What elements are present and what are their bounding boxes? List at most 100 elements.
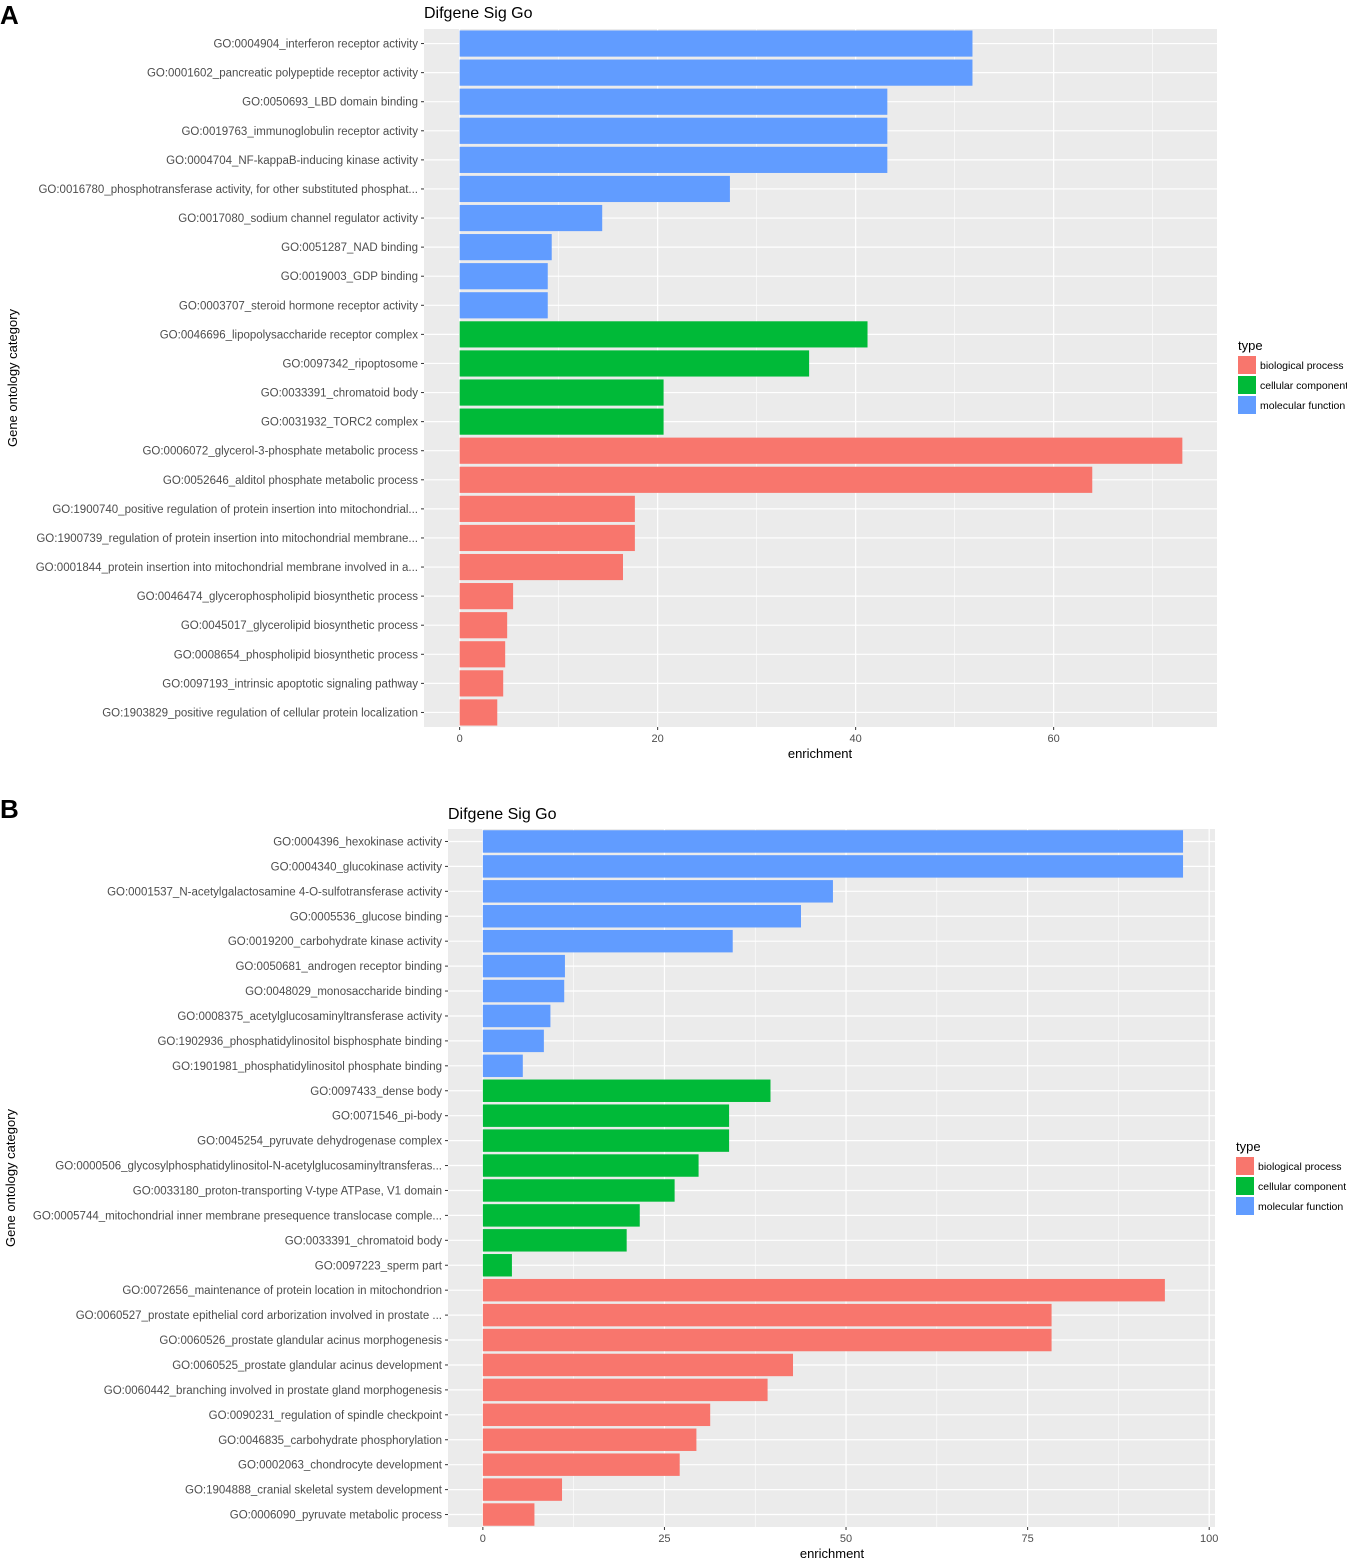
category-label-a: GO:0046474_glycerophospholipid biosynthe…: [137, 591, 419, 603]
y-axis-title-b: Gene ontology category: [3, 1108, 18, 1247]
bar-b-go-0071546: [482, 1104, 730, 1127]
bar-a-go-1903829: [459, 699, 498, 726]
bar-a-go-0033391: [459, 379, 664, 406]
legend-label-molecular-function-a: molecular function: [1260, 400, 1345, 412]
bar-a-go-0004704: [459, 146, 888, 173]
legend-swatch-molecular-function-a: [1238, 396, 1256, 414]
x-ticks-a: 0 20 40 60: [457, 727, 1060, 745]
category-label-a: GO:0016780_phosphotransferase activity, …: [38, 184, 418, 196]
legend-label-biological-process-b: biological process: [1258, 1161, 1341, 1173]
bar-b-go-0004396: [482, 830, 1184, 853]
bar-a-go-0008654: [459, 641, 506, 668]
category-label-b: GO:0090231_regulation of spindle checkpo…: [209, 1410, 443, 1422]
panel-letter-b: B: [0, 794, 19, 824]
category-label-b: GO:0005744_mitochondrial inner membrane …: [33, 1210, 442, 1222]
bars-b: [482, 830, 1184, 1526]
bar-b-go-0019200: [482, 929, 733, 953]
x-tick-label-b-0: 0: [480, 1533, 486, 1545]
category-label-b: GO:0060525_prostate glandular acinus dev…: [172, 1360, 443, 1372]
category-label-b: GO:0004340_glucokinase activity: [271, 861, 443, 873]
category-label-a: GO:0031932_TORC2 complex: [261, 417, 418, 429]
bar-a-go-0046474: [459, 583, 514, 610]
bar-a-go-0001844: [459, 553, 623, 581]
category-label-a: GO:0003707_steroid hormone receptor acti…: [179, 300, 418, 312]
legend-label-biological-process-a: biological process: [1260, 360, 1343, 372]
legend-label-molecular-function-b: molecular function: [1258, 1201, 1343, 1213]
bars-a: [459, 30, 1183, 726]
category-label-b: GO:0072656_maintenance of protein locati…: [122, 1285, 442, 1297]
category-label-b: GO:1902936_phosphatidylinositol bisphosp…: [157, 1036, 442, 1048]
category-label-b: GO:0008375_acetylglucosaminyltransferase…: [177, 1011, 442, 1023]
bar-a-go-0004904: [459, 30, 973, 57]
bar-a-go-0019003: [459, 263, 548, 290]
bar-a-go-0052646: [459, 466, 1093, 493]
category-label-a: GO:0050693_LBD domain binding: [242, 97, 418, 109]
bar-b-go-0060525: [482, 1353, 794, 1377]
category-label-a: GO:0052646_alditol phosphate metabolic p…: [163, 475, 418, 487]
category-label-b: GO:0048029_monosaccharide binding: [245, 986, 442, 998]
legend-title-b: type: [1236, 1139, 1261, 1154]
category-label-b: GO:0004396_hexokinase activity: [273, 836, 442, 848]
legend-label-cellular-component-b: cellular component: [1258, 1181, 1346, 1193]
panel-letter-a: A: [0, 0, 19, 30]
bar-a-go-0031932: [459, 408, 664, 435]
category-label-a: GO:0097193_intrinsic apoptotic signaling…: [162, 678, 418, 690]
bar-b-go-0060442: [482, 1378, 768, 1402]
bar-b-go-1902936: [482, 1029, 544, 1053]
bar-b-go-0072656: [482, 1278, 1165, 1302]
category-label-a: GO:1900739_regulation of protein inserti…: [36, 533, 418, 545]
bar-b-go-0060527: [482, 1303, 1052, 1327]
x-axis-title-b: enrichment: [800, 1546, 865, 1560]
bar-b-go-0090231: [482, 1403, 711, 1427]
category-label-a: GO:0004704_NF-kappaB-inducing kinase act…: [166, 155, 418, 167]
x-axis-title-a: enrichment: [788, 746, 853, 761]
bar-b-go-0033391: [482, 1229, 627, 1252]
bar-a-go-0017080: [459, 204, 603, 232]
bar-a-go-0050693: [459, 88, 888, 115]
plot-panel-a: [424, 29, 1217, 727]
bar-b-go-0045254: [482, 1129, 730, 1152]
bar-b-go-0004340: [482, 855, 1184, 878]
legend-a: type biological process cellular compone…: [1238, 338, 1347, 414]
category-label-b: GO:0045254_pyruvate dehydrogenase comple…: [197, 1136, 442, 1148]
bar-b-go-0097223: [482, 1254, 512, 1277]
category-label-a: GO:0017080_sodium channel regulator acti…: [178, 213, 418, 225]
category-label-b: GO:0060442_branching involved in prostat…: [104, 1385, 442, 1397]
category-label-a: GO:0097342_ripoptosome: [282, 358, 418, 370]
category-label-a: GO:0006072_glycerol-3-phosphate metaboli…: [142, 446, 418, 458]
x-ticks-b: 0 25 50 75 100: [480, 1527, 1218, 1545]
bar-b-go-0001537: [482, 880, 833, 903]
bar-a-go-0003707: [459, 292, 548, 319]
category-label-b: GO:0046835_carbohydrate phosphorylation: [218, 1435, 442, 1447]
chart-title-b: Difgene Sig Go: [448, 806, 557, 823]
category-label-b: GO:0002063_chondrocyte development: [238, 1460, 443, 1472]
legend-title-a: type: [1238, 338, 1263, 353]
legend-swatch-cellular-component-a: [1238, 376, 1256, 394]
x-tick-label-a-0: 0: [457, 733, 463, 745]
bar-a-go-0097193: [459, 670, 504, 697]
bar-b-go-0060526: [482, 1328, 1052, 1352]
category-label-b: GO:0071546_pi-body: [332, 1111, 442, 1123]
x-tick-label-b-50: 50: [840, 1533, 852, 1545]
panel-b: B Difgene Sig Go GO:0004396_hexokinase a…: [0, 794, 1346, 1560]
legend-swatch-molecular-function-b: [1236, 1197, 1254, 1215]
category-label-b: GO:0005536_glucose binding: [290, 911, 442, 923]
category-label-a: GO:0019763_immunoglobulin receptor activ…: [181, 126, 418, 138]
category-label-a: GO:0001602_pancreatic polypeptide recept…: [147, 68, 418, 80]
x-tick-label-b-75: 75: [1021, 1533, 1033, 1545]
category-label-b: GO:1904888_cranial skeletal system devel…: [185, 1485, 443, 1497]
category-label-a: GO:0008654_phospholipid biosynthetic pro…: [174, 649, 418, 661]
bar-b-go-0000506: [482, 1154, 699, 1177]
legend-label-cellular-component-a: cellular component: [1260, 380, 1347, 392]
category-label-a: GO:1903829_positive regulation of cellul…: [102, 707, 418, 719]
bar-a-go-0051287: [459, 234, 552, 261]
bar-a-go-0001602: [459, 59, 973, 86]
bar-b-go-0005536: [482, 905, 801, 928]
category-label-b: GO:0060527_prostate epithelial cord arbo…: [76, 1310, 442, 1322]
category-label-a: GO:0033391_chromatoid body: [261, 388, 419, 400]
category-labels-a: GO:0004904_interferon receptor activity G…: [36, 39, 424, 719]
category-label-a: GO:1900740_positive regulation of protei…: [52, 504, 418, 516]
category-label-b: GO:0033391_chromatoid body: [285, 1235, 443, 1247]
x-tick-label-a-20: 20: [652, 733, 664, 745]
